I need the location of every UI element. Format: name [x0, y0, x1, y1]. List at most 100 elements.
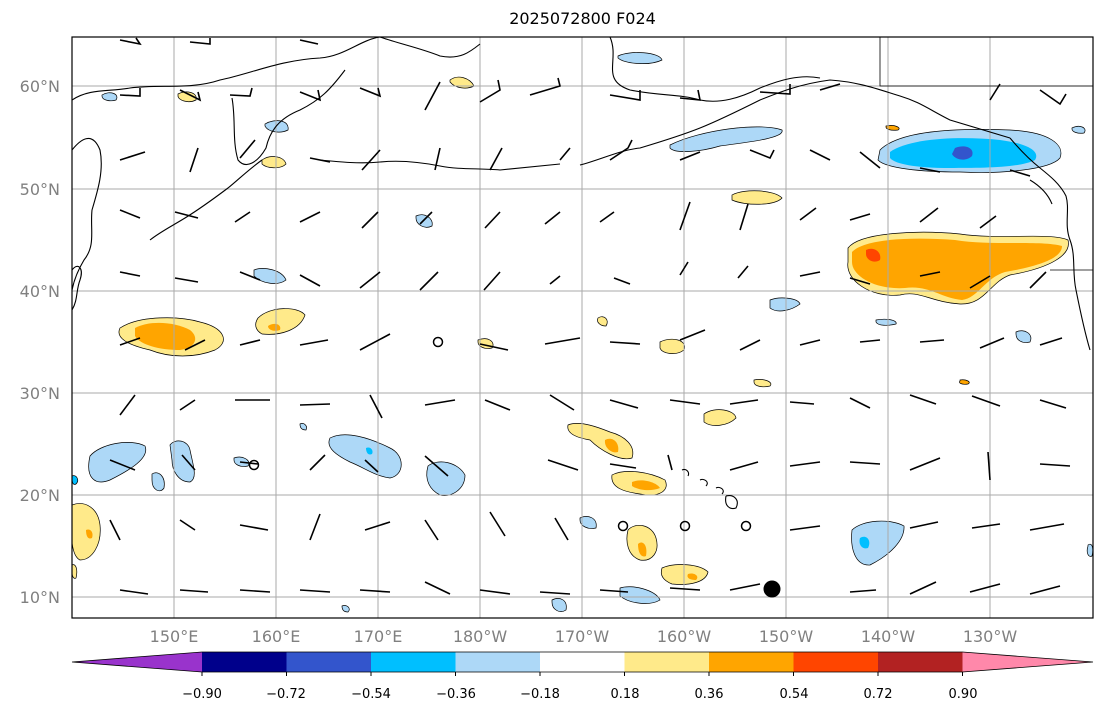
shade-positive-yellow-5	[261, 156, 287, 169]
coast-chukotka	[379, 37, 481, 58]
lon-label: 160°W	[657, 627, 712, 646]
longitude-labels: 150°E 160°E 170°E 180°W 170°W 160°W 150°…	[150, 627, 1018, 646]
shade-positive-yellow-7	[659, 338, 685, 354]
shaded-regions	[72, 52, 1093, 613]
calm-markers	[248, 336, 752, 532]
coast-japan-kuril	[72, 265, 82, 311]
shade-positive-yellow-11	[703, 409, 737, 426]
shade-subtrop-negative-13	[551, 598, 567, 612]
shade-small-negative-2	[101, 92, 118, 102]
colorbar-segment	[540, 652, 625, 672]
shade-subtrop-negative-10-inner	[859, 536, 870, 549]
lon-label: 130°W	[963, 627, 1018, 646]
wind-barbs	[109, 37, 1071, 595]
lon-label: 140°W	[861, 627, 916, 646]
shade-hawaii-positive-2-inner	[632, 480, 660, 491]
shade-gulf-alaska-core	[952, 146, 973, 160]
lon-label: 150°W	[759, 627, 814, 646]
colorbar	[71, 651, 1094, 676]
shade-ne-pacific-positive-inner	[852, 238, 1062, 300]
lon-label: 150°E	[150, 627, 199, 646]
colorbar-label: 0.72	[864, 687, 893, 702]
colorbar-extend-high	[962, 652, 1093, 672]
location-marker	[763, 580, 781, 598]
colorbar-label: −0.90	[182, 687, 222, 702]
shade-bering-negative	[669, 126, 783, 152]
lon-label: 170°W	[555, 627, 610, 646]
coast-kamchatka-west	[231, 69, 346, 165]
colorbar-label: 0.90	[949, 687, 978, 702]
shade-subtrop-negative-18	[299, 423, 307, 431]
border-alaska-canada	[879, 37, 1093, 87]
shade-positive-yellow-9	[597, 316, 608, 327]
shade-subtrop-negative-2	[169, 440, 195, 483]
colorbar-segment	[624, 652, 710, 672]
colorbar-label: 0.18	[611, 687, 640, 702]
map-border	[71, 36, 1094, 619]
coast-vancouver	[1029, 179, 1053, 205]
shade-subtrop-negative-3	[328, 434, 402, 479]
shade-hawaii-positive-1-inner	[604, 438, 619, 453]
shade-positive-yellow-16	[959, 379, 970, 385]
shade-positive-orange-13	[638, 542, 647, 557]
lat-label: 20°N	[20, 486, 60, 505]
shade-subtrop-negative-9	[1015, 330, 1032, 343]
lon-label: 170°E	[354, 627, 403, 646]
lat-label: 50°N	[20, 180, 60, 199]
colorbar-segment	[202, 652, 287, 672]
shade-sw-positive-inner	[86, 529, 93, 539]
shade-positive-orange-15	[687, 573, 698, 580]
shade-positive-yellow-3	[255, 308, 306, 335]
shade-subtrop-negative-6	[151, 472, 165, 492]
colorbar-label: −0.54	[351, 687, 391, 702]
coast-aleutians	[319, 159, 561, 171]
colorbar-label: 0.36	[695, 687, 724, 702]
map-title: 2025072800 F024	[509, 9, 656, 28]
coast-kamchatka	[72, 37, 381, 101]
colorbar-segment	[878, 652, 963, 672]
colorbar-segment	[286, 652, 372, 672]
shade-sw-positive-2	[72, 564, 78, 579]
colorbar-segment	[793, 652, 879, 672]
coastlines	[72, 37, 1093, 510]
shade-positive-yellow-1	[731, 190, 783, 205]
shade-subtrop-negative-4	[426, 461, 466, 496]
lon-label: 180°W	[453, 627, 508, 646]
lat-label: 30°N	[20, 384, 60, 403]
shade-ne-pacific-red	[866, 248, 881, 262]
shade-subtrop-negative-12	[619, 586, 661, 604]
coast-sea-okhotsk	[72, 138, 102, 291]
lat-label: 60°N	[20, 77, 60, 96]
shade-positive-yellow-6	[177, 91, 197, 102]
shade-subtrop-negative-7	[769, 297, 801, 312]
colorbar-labels: −0.90 −0.72 −0.54 −0.36 −0.18 0.18 0.36 …	[182, 687, 977, 702]
colorbar-extend-low	[72, 652, 202, 672]
shade-subtrop-negative-8	[875, 318, 897, 326]
shade-small-negative-3	[1071, 126, 1086, 134]
colorbar-label: 0.54	[780, 687, 809, 702]
shade-positive-yellow-2	[885, 125, 900, 131]
lat-label: 40°N	[20, 282, 60, 301]
coast-hawaii	[681, 468, 738, 510]
shade-subtrop-negative-16	[1086, 543, 1093, 557]
latitude-labels: 60°N 50°N 40°N 30°N 20°N 10°N	[20, 77, 60, 607]
colorbar-segment	[455, 652, 541, 672]
shade-subtrop-negative-3-inner	[366, 447, 373, 455]
colorbar-label: −0.18	[520, 687, 560, 702]
colorbar-label: −0.36	[436, 687, 476, 702]
shade-west-pacific-positive-inner	[135, 322, 196, 350]
map-panel	[72, 37, 1093, 618]
lat-label: 10°N	[20, 588, 60, 607]
shade-subtrop-negative-19	[341, 605, 350, 613]
colorbar-segment	[371, 652, 456, 672]
colorbar-label: −0.72	[266, 687, 306, 702]
shade-positive-yellow-10	[753, 379, 772, 388]
coast-alaska-south	[579, 79, 1011, 166]
shade-subtrop-negative-17	[72, 475, 78, 485]
shade-aleutian-negative	[617, 52, 663, 64]
shade-positive-orange-small	[268, 323, 281, 331]
colorbar-segment	[709, 652, 794, 672]
shade-subtrop-negative-10	[851, 520, 905, 566]
shade-subtrop-negative-11	[579, 516, 597, 529]
